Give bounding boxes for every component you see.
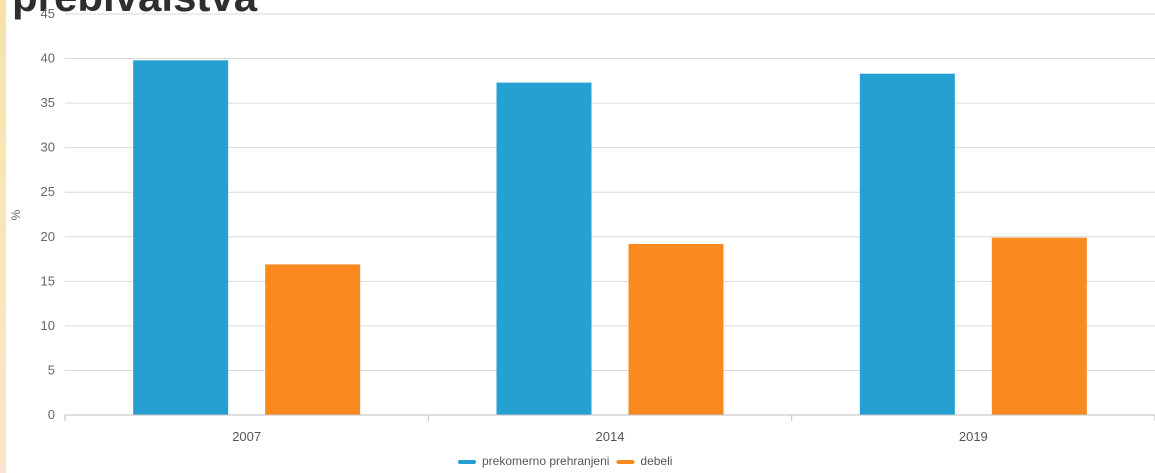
x-axis: 2007 2014 2019: [64, 414, 1155, 444]
legend-swatch: [616, 460, 635, 464]
y-tick-label: 25: [41, 184, 55, 199]
y-tick-label: 10: [41, 318, 55, 333]
bar-debeli-2019[interactable]: [991, 237, 1087, 415]
y-tick-label: 45: [41, 6, 55, 21]
y-tick-label: 20: [41, 229, 55, 244]
legend-swatch: [458, 460, 476, 464]
bar-prekomerno-prehranjeni-2007[interactable]: [133, 60, 229, 416]
y-tick-labels: 0 5 10 15 20 25 30 35 40 45: [41, 6, 55, 422]
bar-prekomerno-prehranjeni-2019[interactable]: [859, 73, 955, 416]
gridlines: [65, 13, 1155, 371]
y-tick-label: 30: [41, 140, 55, 155]
x-tick-label: 2014: [596, 429, 625, 444]
x-tick-label: 2019: [959, 429, 988, 444]
bar-debeli-2014[interactable]: [628, 243, 724, 415]
y-tick-label: 0: [48, 407, 55, 422]
y-tick-label: 40: [41, 51, 55, 66]
x-tick-label: 2007: [232, 429, 261, 444]
legend-item[interactable]: debeli: [640, 454, 672, 468]
bars: [133, 60, 1087, 416]
y-tick-label: 15: [41, 273, 55, 288]
legend: prekomerno prehranjeni debeli: [458, 454, 672, 468]
y-tick-label: 35: [41, 95, 55, 110]
y-tick-label: 5: [48, 362, 55, 377]
page-title: prebivalstva: [12, 0, 257, 18]
left-decorative-strip: [0, 0, 6, 473]
y-axis-label: %: [9, 209, 23, 220]
bar-debeli-2007[interactable]: [265, 264, 361, 415]
bar-prekomerno-prehranjeni-2014[interactable]: [496, 82, 592, 416]
legend-item[interactable]: prekomerno prehranjeni: [482, 454, 609, 468]
